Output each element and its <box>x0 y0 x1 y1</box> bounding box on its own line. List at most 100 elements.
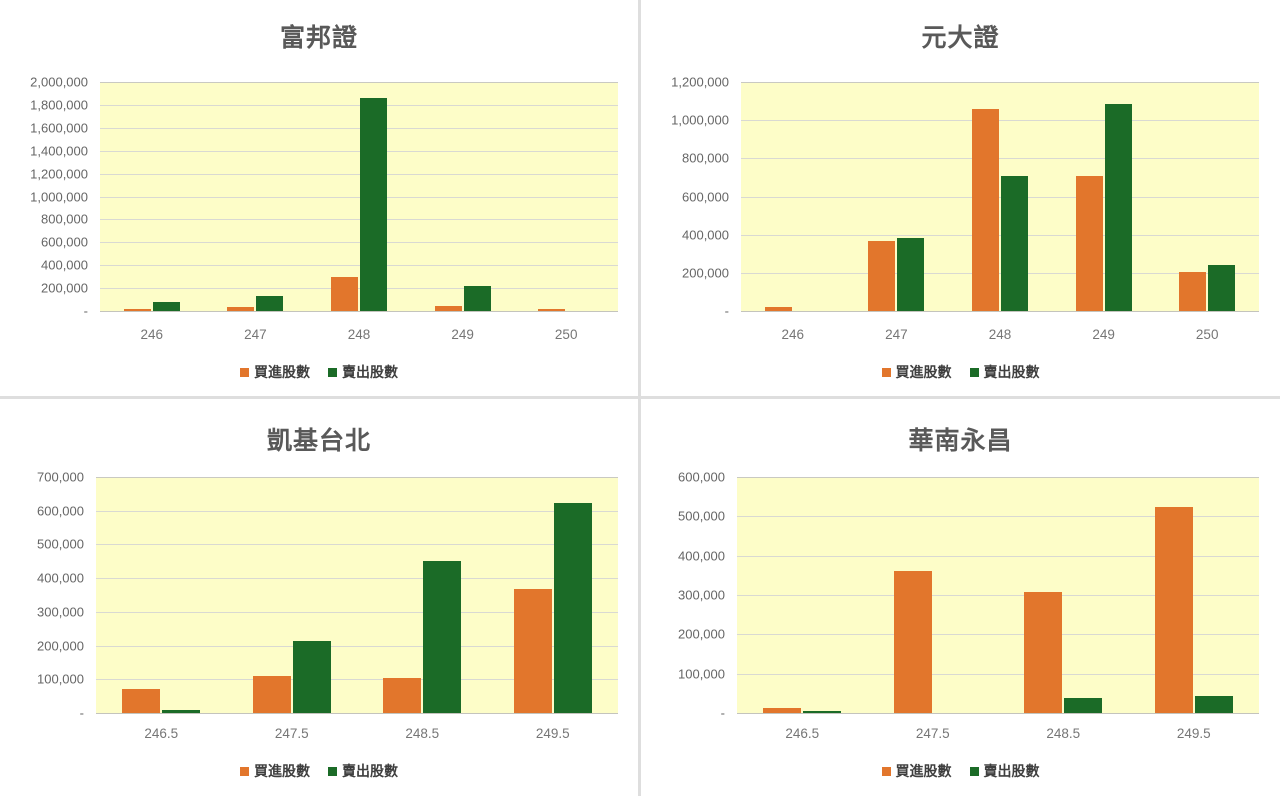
bar-sell <box>897 238 925 311</box>
legend-label: 賣出股數 <box>342 364 398 380</box>
x-axis-tick-label: 246 <box>140 327 164 342</box>
y-axis-tick-label: 1,400,000 <box>30 143 88 159</box>
x-axis-tick-label: 246 <box>781 327 805 342</box>
x-axis-tick-label: 248.5 <box>1046 726 1081 741</box>
gridline <box>100 82 618 83</box>
x-axis-tick-label: 249.5 <box>1176 726 1211 741</box>
bar-buy <box>123 309 151 311</box>
y-axis-tick-label: 200,000 <box>678 626 725 642</box>
legend-label: 買進股數 <box>254 364 310 380</box>
gridline <box>100 219 618 221</box>
gridline <box>741 234 1259 236</box>
bar-sell <box>256 296 284 311</box>
bar-buy <box>513 588 552 713</box>
bar-sell <box>360 98 387 311</box>
x-axis-tick-label: 249 <box>1092 327 1115 342</box>
gridline <box>100 242 618 244</box>
chart-title: 富邦證 <box>279 24 358 52</box>
x-axis-tick-label: 248.5 <box>405 726 440 741</box>
x-axis-tick-label: 246.5 <box>785 726 820 741</box>
bar-buy <box>1154 506 1193 713</box>
y-axis-tick-label: 200,000 <box>682 265 729 281</box>
gridline <box>741 120 1259 122</box>
legend-swatch-icon <box>240 367 249 377</box>
y-axis-tick-label: 800,000 <box>682 150 729 166</box>
bar-sell <box>292 640 331 713</box>
gridline <box>737 595 1259 596</box>
y-axis-tick-label: 1,000,000 <box>671 112 729 128</box>
legend-item-sell[interactable]: 賣出股數 <box>328 362 398 382</box>
x-axis-tick-label: 250 <box>1195 327 1219 342</box>
legend-item-buy[interactable]: 買進股數 <box>881 761 952 781</box>
bar-sell <box>1194 696 1233 713</box>
x-axis-tick-label: 249 <box>451 327 474 342</box>
y-axis-tick-label: 100,000 <box>37 671 84 687</box>
x-axis-tick-label: 249.5 <box>535 726 570 741</box>
bar-sell <box>1208 265 1236 311</box>
y-axis-tick-label: - <box>79 705 84 721</box>
y-axis-tick-label: 800,000 <box>41 211 88 227</box>
y-axis-labels: - 200,000 400,000 600,000 800,000 1,000,000 1,… <box>641 75 729 319</box>
bar-sell <box>553 503 592 713</box>
plot-area <box>737 477 1259 714</box>
gridline <box>96 578 618 580</box>
legend-swatch-icon <box>881 766 891 776</box>
bar-sell <box>463 285 491 311</box>
legend-swatch-icon <box>328 367 337 377</box>
x-axis-tick-label: 247.5 <box>915 726 950 741</box>
y-axis-tick-label: 1,600,000 <box>30 120 88 136</box>
y-axis-tick-label: 1,200,000 <box>30 166 88 182</box>
plot-area <box>100 82 618 312</box>
y-axis-tick-label: 400,000 <box>682 227 729 243</box>
bar-buy <box>868 241 896 311</box>
bar-buy <box>1075 176 1103 311</box>
y-axis-tick-label: 600,000 <box>37 503 84 519</box>
bar-buy <box>1024 592 1063 713</box>
legend-item-sell[interactable]: 賣出股數 <box>328 761 398 781</box>
legend-item-sell[interactable]: 賣出股數 <box>969 761 1040 781</box>
bar-buy <box>252 675 291 713</box>
chart-legend: 買進股數 賣出股數 <box>641 761 1280 781</box>
legend-item-buy[interactable]: 買進股數 <box>240 362 310 382</box>
gridline <box>741 196 1259 198</box>
gridline <box>100 173 618 175</box>
legend-item-buy[interactable]: 買進股數 <box>240 761 310 781</box>
chart-legend: 買進股數 賣出股數 <box>641 362 1280 382</box>
gridline <box>737 555 1259 557</box>
gridline <box>737 673 1259 675</box>
y-axis-tick-label: 600,000 <box>682 189 729 204</box>
y-axis-tick-label: 1,000,000 <box>30 189 88 204</box>
y-axis-tick-label: 200,000 <box>37 638 84 654</box>
x-axis-line <box>100 311 618 312</box>
bar-sell <box>1001 175 1028 311</box>
vertical-divider-bottom <box>638 399 641 796</box>
chart-legend: 買進股數 賣出股數 <box>0 761 638 781</box>
gridline <box>96 679 618 681</box>
legend-label: 買進股數 <box>895 364 952 380</box>
y-axis-tick-label: 200,000 <box>41 280 88 296</box>
chart-title: 凱基台北 <box>266 427 371 455</box>
x-axis-tick-label: 248 <box>347 327 371 342</box>
plot-area <box>96 477 618 714</box>
y-axis-tick-label: 300,000 <box>678 587 725 603</box>
gridline <box>737 634 1259 636</box>
gridline <box>737 477 1259 478</box>
plot-area <box>741 82 1259 312</box>
legend-item-buy[interactable]: 買進股數 <box>881 362 952 382</box>
legend-swatch-icon <box>969 766 979 776</box>
bar-sell <box>162 710 201 713</box>
y-axis-tick-label: - <box>724 303 729 319</box>
bar-buy <box>331 277 358 311</box>
y-axis-tick-label: 1,800,000 <box>30 97 88 113</box>
legend-item-sell[interactable]: 賣出股數 <box>969 362 1040 382</box>
x-axis-tick-label: 247 <box>885 327 908 342</box>
bar-sell <box>1064 698 1103 713</box>
y-axis-tick-label: - <box>720 705 725 721</box>
chart-legend: 買進股數 賣出股數 <box>0 362 638 382</box>
y-axis-tick-label: 300,000 <box>37 604 84 620</box>
gridline <box>100 104 618 106</box>
y-axis-labels: - 200,000 400,000 600,000 800,000 1,000,000 1,… <box>0 75 88 319</box>
y-axis-tick-label: 500,000 <box>678 508 725 524</box>
bar-buy <box>893 571 932 713</box>
chart-panel-hua-nan: 華南永昌 - 100,000 200,000 300,000 400,000 500,000… <box>641 399 1280 796</box>
